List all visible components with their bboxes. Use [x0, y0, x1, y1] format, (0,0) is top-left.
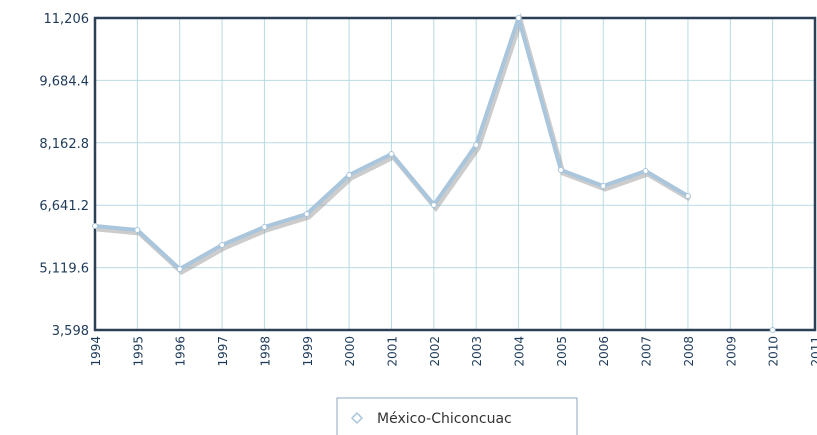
y-tick-label: 11,206: [44, 12, 90, 27]
point: [430, 201, 437, 208]
x-tick-label: 2011: [809, 336, 817, 367]
x-tick-label: 2010: [767, 336, 781, 367]
x-tick-label: 2007: [640, 336, 654, 367]
point: [261, 223, 268, 230]
legend-label: México-Chiconcuac: [377, 411, 512, 427]
point: [92, 222, 98, 229]
point: [346, 171, 353, 178]
legend-marker: [350, 411, 364, 425]
point: [515, 15, 522, 21]
x-tick-label: 2001: [385, 336, 399, 367]
x-tick-label: 1999: [301, 336, 315, 367]
point: [769, 327, 776, 333]
x-tick-label: 1994: [89, 336, 103, 367]
y-tick-label: 9,684.4: [39, 74, 89, 89]
point: [303, 210, 310, 217]
x-tick-label: 2004: [513, 336, 527, 367]
point: [642, 168, 649, 175]
y-tick-label: 5,119.6: [39, 262, 89, 277]
x-tick-label: 2005: [555, 336, 569, 367]
point: [388, 150, 395, 157]
point: [176, 265, 183, 272]
y-tick-label: 8,162.8: [39, 137, 89, 152]
point: [134, 226, 141, 233]
point: [473, 141, 480, 148]
x-tick-label: 1997: [216, 336, 230, 367]
x-tick-label: 2009: [724, 336, 738, 367]
y-tick-label: 3,598: [52, 324, 89, 339]
plot-border: [93, 16, 817, 332]
plot-background: [95, 18, 815, 330]
x-tick-label: 2000: [343, 336, 357, 367]
x-tick-label: 2006: [597, 336, 611, 367]
point: [600, 182, 607, 189]
legend-box: [336, 397, 578, 435]
x-tick-label: 1995: [131, 336, 145, 367]
x-tick-label: 2003: [470, 336, 484, 367]
point: [684, 192, 691, 199]
y-tick-label: 6,641.2: [39, 199, 89, 214]
point: [557, 166, 564, 173]
x-tick-label: 2008: [682, 336, 696, 367]
x-tick-label: 1998: [258, 336, 272, 367]
point: [219, 241, 226, 248]
x-tick-label: 1996: [174, 336, 188, 367]
x-tick-label: 2002: [428, 336, 442, 367]
